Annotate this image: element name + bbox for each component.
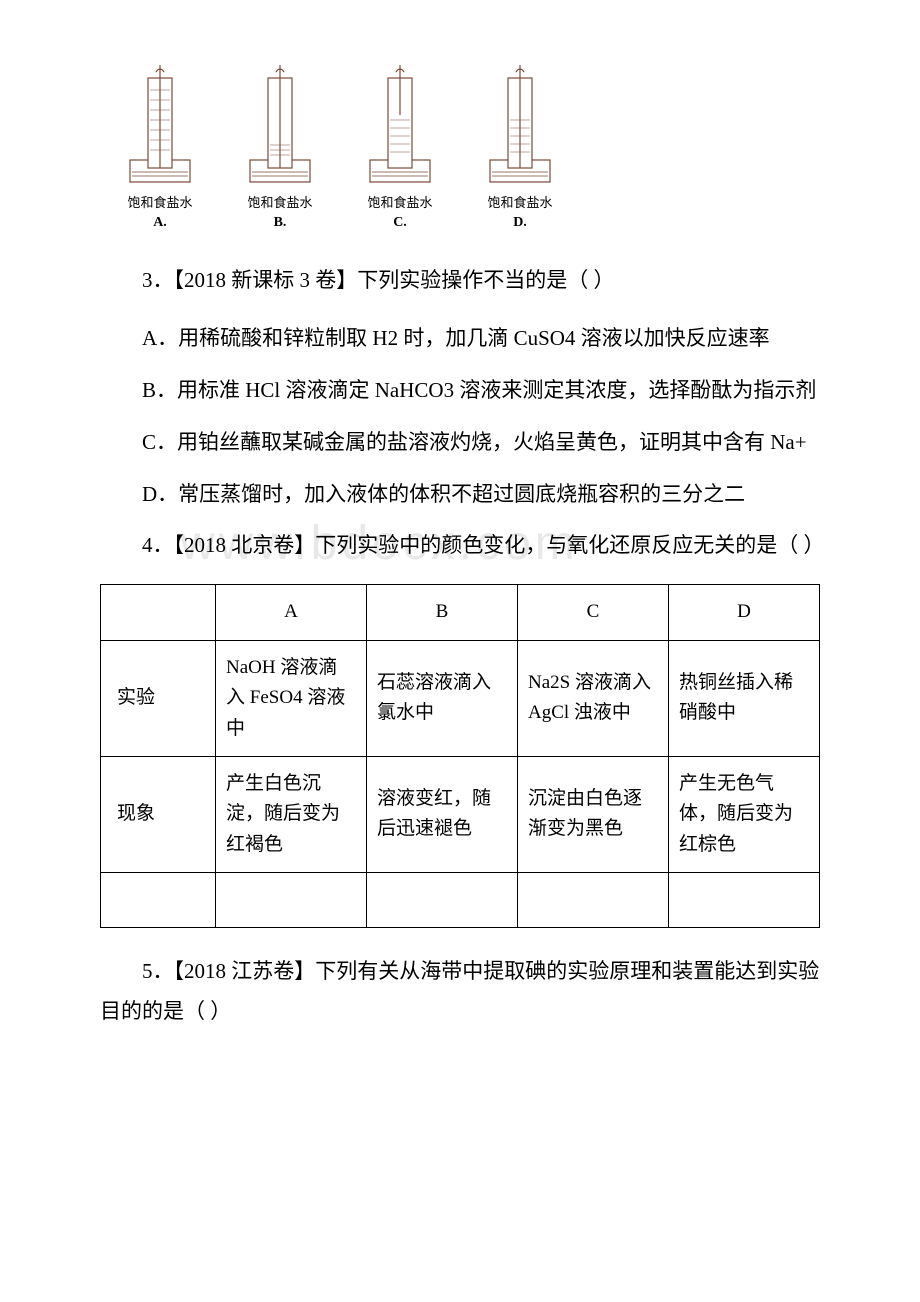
apparatus-a: 饱和食盐水 A.: [120, 60, 200, 231]
q3-option-a: A．用稀硫酸和锌粒制取 H2 时，加几滴 CuSO4 溶液以加快反应速率: [100, 319, 820, 359]
apparatus-label-c: C.: [393, 215, 407, 231]
q3-option-c: C．用铂丝蘸取某碱金属的盐溶液灼烧，火焰呈黄色，证明其中含有 Na+: [100, 423, 820, 463]
apparatus-label-a: A.: [153, 215, 167, 231]
q4-table: A B C D 实验 NaOH 溶液滴入 FeSO4 溶液中 石蕊溶液滴入氯水中…: [100, 584, 820, 928]
table-row-experiment: 实验 NaOH 溶液滴入 FeSO4 溶液中 石蕊溶液滴入氯水中 Na2S 溶液…: [101, 640, 820, 756]
apparatus-figure-row: 饱和食盐水 A. 饱和食盐水 B.: [100, 60, 820, 231]
row2-label: 现象: [101, 756, 216, 872]
row1-cell-c: Na2S 溶液滴入 AgCl 浊液中: [518, 640, 669, 756]
row2-cell-a: 产生白色沉淀，随后变为红褐色: [216, 756, 367, 872]
apparatus-d: 饱和食盐水 D.: [480, 60, 560, 231]
apparatus-svg-b: [240, 60, 320, 190]
table-header-row: A B C D: [101, 585, 820, 640]
row3-empty-2: [367, 873, 518, 928]
table-header-a: A: [216, 585, 367, 640]
table-header-c: C: [518, 585, 669, 640]
table-row-phenomenon: 现象 产生白色沉淀，随后变为红褐色 溶液变红，随后迅速褪色 沉淀由白色逐渐变为黑…: [101, 756, 820, 872]
apparatus-b: 饱和食盐水 B.: [240, 60, 320, 231]
table-header-b: B: [367, 585, 518, 640]
table-header-d: D: [668, 585, 819, 640]
apparatus-svg-c: [360, 60, 440, 190]
row1-cell-d: 热铜丝插入稀硝酸中: [668, 640, 819, 756]
table-header-empty: [101, 585, 216, 640]
q5-stem: 5．【2018 江苏卷】下列有关从海带中提取碘的实验原理和装置能达到实验目的的是…: [100, 952, 820, 1032]
row1-cell-b: 石蕊溶液滴入氯水中: [367, 640, 518, 756]
row2-cell-d: 产生无色气体，随后变为红棕色: [668, 756, 819, 872]
row2-cell-c: 沉淀由白色逐渐变为黑色: [518, 756, 669, 872]
apparatus-label-b: B.: [274, 215, 287, 231]
q3-option-b: B．用标准 HCl 溶液滴定 NaHCO3 溶液来测定其浓度，选择酚酞为指示剂: [100, 371, 820, 411]
row2-cell-b: 溶液变红，随后迅速褪色: [367, 756, 518, 872]
row1-label: 实验: [101, 640, 216, 756]
apparatus-c: 饱和食盐水 C.: [360, 60, 440, 231]
row3-empty-4: [668, 873, 819, 928]
apparatus-caption-a: 饱和食盐水: [127, 192, 192, 211]
apparatus-caption-c: 饱和食盐水: [367, 192, 432, 211]
row3-empty-1: [216, 873, 367, 928]
apparatus-svg-a: [120, 60, 200, 190]
table-row-empty: [101, 873, 820, 928]
apparatus-caption-d: 饱和食盐水: [487, 192, 552, 211]
row3-empty-3: [518, 873, 669, 928]
apparatus-caption-b: 饱和食盐水: [247, 192, 312, 211]
apparatus-label-d: D.: [513, 215, 527, 231]
q3-stem: 3．【2018 新课标 3 卷】下列实验操作不当的是（ ）: [100, 261, 820, 301]
q4-stem: 4．【2018 北京卷】下列实验中的颜色变化，与氧化还原反应无关的是（ ）: [100, 526, 820, 566]
row1-cell-a: NaOH 溶液滴入 FeSO4 溶液中: [216, 640, 367, 756]
row3-empty-0: [101, 873, 216, 928]
apparatus-svg-d: [480, 60, 560, 190]
q3-option-d: D．常压蒸馏时，加入液体的体积不超过圆底烧瓶容积的三分之二: [100, 475, 820, 515]
